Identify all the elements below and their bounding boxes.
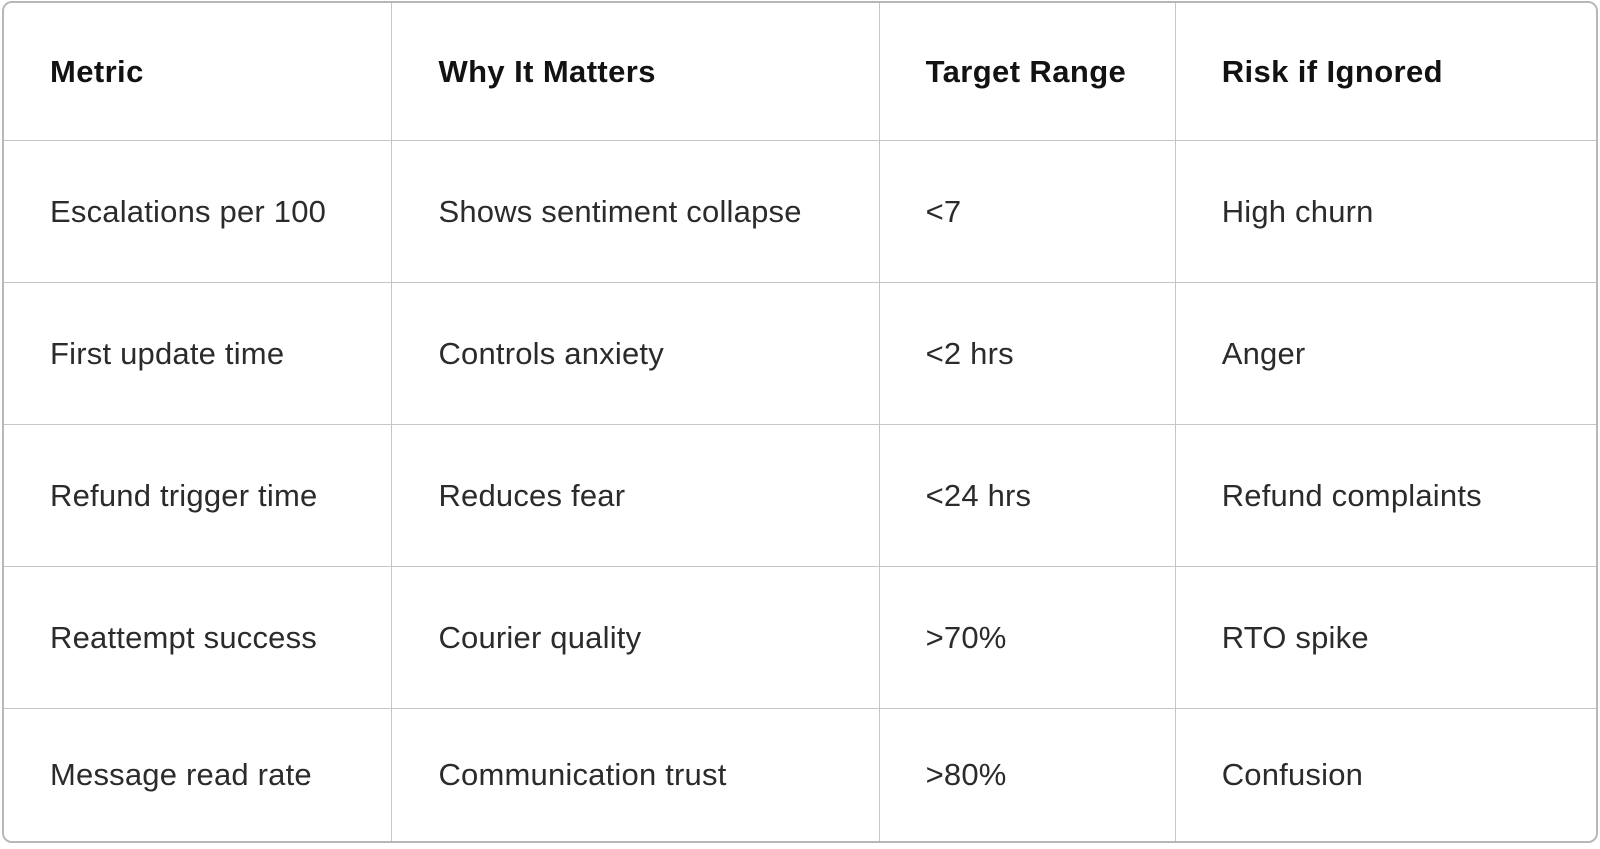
cell-metric: Escalations per 100 [4,141,393,283]
cell-metric: Message read rate [4,709,393,841]
cell-metric: Refund trigger time [4,425,393,567]
cell-target: <24 hrs [879,425,1176,567]
cell-metric: Reattempt success [4,567,393,709]
cell-risk: Anger [1175,283,1596,425]
cell-target: >70% [879,567,1176,709]
cell-why: Communication trust [392,709,880,841]
cell-risk: High churn [1175,141,1596,283]
cell-why: Courier quality [392,567,880,709]
cell-risk: RTO spike [1175,567,1596,709]
cell-why: Controls anxiety [392,283,880,425]
cell-why: Shows sentiment collapse [392,141,880,283]
cell-why: Reduces fear [392,425,880,567]
cell-metric: First update time [4,283,393,425]
cell-risk: Refund complaints [1175,425,1596,567]
column-header-metric: Metric [4,3,393,141]
cell-target: <2 hrs [879,283,1176,425]
column-header-target-range: Target Range [879,3,1176,141]
cell-risk: Confusion [1175,709,1596,841]
column-header-why-it-matters: Why It Matters [392,3,880,141]
cell-target: <7 [879,141,1176,283]
column-header-risk-if-ignored: Risk if Ignored [1175,3,1596,141]
cell-target: >80% [879,709,1176,841]
